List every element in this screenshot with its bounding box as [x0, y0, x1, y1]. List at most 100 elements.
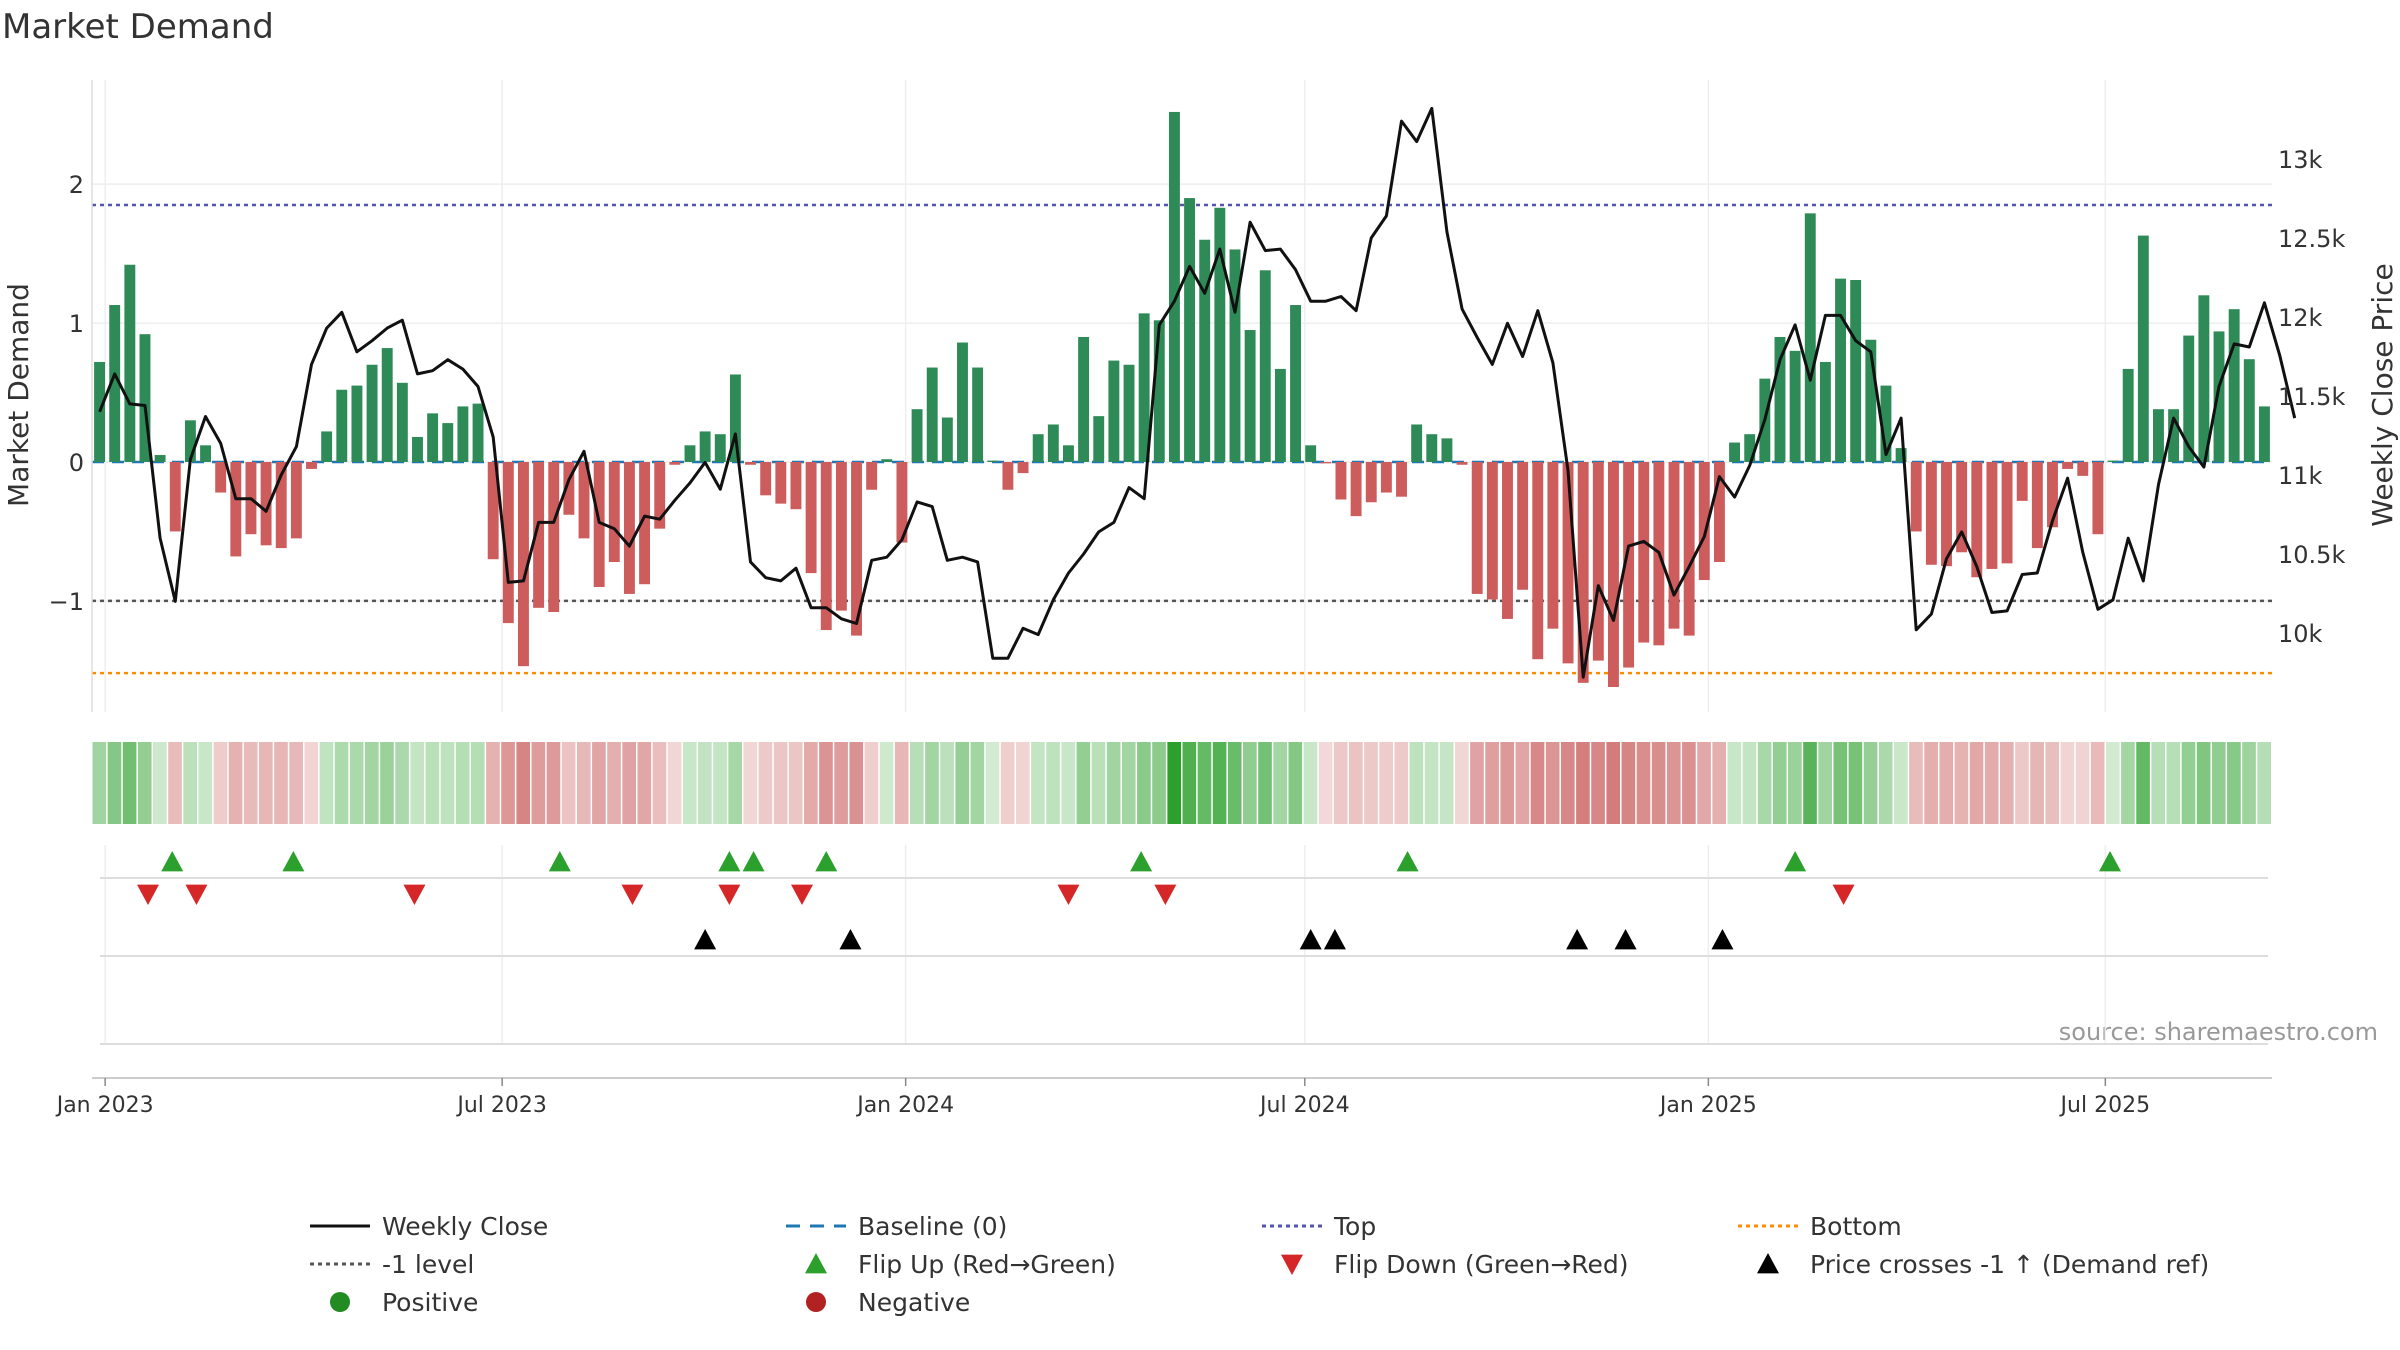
demand-bar-7: [200, 445, 211, 462]
demand-bar-54: [911, 409, 923, 462]
demand-bar-24: [457, 406, 469, 462]
demand-bar-66: [1093, 416, 1105, 462]
heat-cell-82: [1333, 742, 1348, 824]
heat-cell-5: [168, 742, 182, 824]
heat-cell-87: [1409, 742, 1424, 824]
heat-cell-69: [1137, 742, 1151, 824]
heat-cell-48: [819, 742, 833, 824]
demand-bar-135: [2137, 235, 2149, 462]
heat-cell-108: [1727, 742, 1742, 824]
demand-bar-19: [381, 348, 393, 462]
heat-cell-127: [2015, 742, 2029, 824]
legend-swatch-9: [806, 1292, 826, 1312]
heat-cell-128: [2030, 742, 2044, 824]
demand-bar-25: [472, 403, 484, 462]
demand-bar-38: [669, 461, 681, 465]
flip-down-marker-4: [718, 884, 741, 905]
demand-bar-74: [1214, 207, 1226, 462]
heat-cell-125: [1984, 742, 1999, 824]
heat-cell-27: [501, 742, 515, 824]
heat-cell-140: [2211, 742, 2226, 824]
demand-bar-76: [1244, 330, 1256, 462]
demand-bar-92: [1486, 461, 1498, 600]
demand-bar-15: [321, 431, 333, 462]
heat-cell-97: [1560, 742, 1575, 824]
x-tick-label-4: Jan 2025: [1658, 1093, 1757, 1118]
heat-cell-63: [1046, 742, 1060, 824]
demand-bar-32: [578, 461, 590, 539]
heat-cell-25: [470, 742, 485, 824]
heat-cell-137: [2166, 742, 2181, 824]
demand-bar-108: [1729, 442, 1741, 462]
demand-bar-42: [729, 374, 741, 462]
flip-down-marker-6: [1057, 884, 1080, 905]
heat-cell-113: [1803, 742, 1817, 824]
heat-cell-12: [274, 742, 288, 824]
heat-cell-2: [122, 742, 137, 824]
heat-cell-90: [1455, 742, 1469, 824]
demand-bar-90: [1456, 461, 1468, 465]
demand-bar-28: [518, 461, 529, 667]
price-cross-marker-1: [839, 929, 862, 950]
demand-bar-13: [290, 461, 302, 539]
heat-cell-13: [289, 742, 303, 824]
demand-bar-61: [1017, 461, 1029, 474]
y-right-tick-label-3: 11.5k: [2278, 383, 2345, 411]
demand-bar-18: [366, 364, 378, 462]
flip-down-marker-5: [791, 884, 814, 905]
legend-item-8: Positive: [330, 1288, 478, 1317]
flip-down-marker-7: [1154, 884, 1177, 905]
heat-cell-79: [1288, 742, 1303, 824]
demand-bar-60: [1002, 461, 1014, 490]
demand-bars: [94, 111, 2270, 687]
heat-cell-135: [2136, 742, 2150, 824]
demand-bar-115: [1835, 278, 1846, 462]
demand-bar-53: [896, 461, 908, 543]
legend-label-5: Flip Up (Red→Green): [858, 1250, 1116, 1279]
heat-cell-124: [1969, 742, 1984, 824]
heat-cell-114: [1818, 742, 1832, 824]
heat-cell-17: [349, 742, 364, 824]
heat-cell-28: [516, 742, 531, 824]
demand-bar-107: [1713, 461, 1725, 562]
demand-bar-31: [563, 461, 575, 515]
flip-down-marker-2: [403, 884, 426, 905]
heat-cell-116: [1848, 742, 1863, 824]
demand-bar-44: [760, 461, 772, 496]
demand-bar-78: [1274, 368, 1286, 462]
demand-bar-34: [608, 461, 620, 562]
source-watermark: source: sharemaestro.com: [2059, 1018, 2378, 1046]
demand-bar-33: [593, 461, 605, 587]
demand-bar-87: [1411, 424, 1423, 462]
heat-cell-14: [304, 742, 319, 824]
demand-bar-122: [1941, 461, 1952, 567]
reference-levels: [92, 203, 2272, 675]
demand-bar-69: [1138, 313, 1150, 462]
heat-cell-10: [243, 742, 258, 824]
demand-bar-11: [260, 461, 272, 546]
heat-cell-91: [1470, 742, 1484, 824]
heat-cell-64: [1061, 742, 1076, 824]
demand-bar-55: [926, 367, 938, 462]
demand-bar-118: [1880, 385, 1892, 462]
heat-cell-65: [1076, 742, 1091, 824]
demand-bar-63: [1047, 424, 1059, 462]
heat-cell-50: [849, 742, 864, 824]
flip-down-marker-3: [621, 884, 644, 905]
demand-bar-41: [714, 434, 726, 462]
demand-bar-105: [1683, 461, 1695, 636]
heat-cell-59: [985, 742, 1000, 824]
heat-cell-98: [1576, 742, 1590, 824]
demand-bar-73: [1199, 239, 1211, 462]
demand-bar-17: [351, 385, 363, 462]
heat-cell-100: [1606, 742, 1621, 824]
demand-bar-91: [1471, 461, 1483, 594]
heat-cell-138: [2181, 742, 2196, 824]
heat-cell-83: [1349, 742, 1363, 824]
demand-bar-120: [1910, 461, 1922, 532]
demand-bar-114: [1819, 361, 1831, 462]
heat-cell-44: [758, 742, 773, 824]
demand-bar-88: [1426, 434, 1438, 462]
heat-cell-51: [864, 742, 879, 824]
demand-bar-40: [699, 431, 711, 462]
